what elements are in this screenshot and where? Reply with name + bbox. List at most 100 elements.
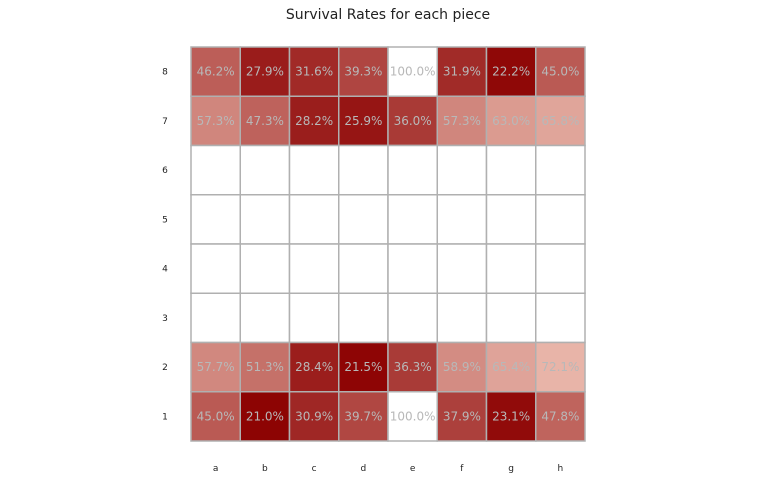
cell-value-label: 46.2% xyxy=(197,65,235,79)
heatmap-cell xyxy=(535,243,586,294)
heatmap-cell xyxy=(535,391,586,442)
y-tick-label: 6 xyxy=(162,166,168,176)
x-tick-label: d xyxy=(361,464,367,474)
heatmap-cell xyxy=(338,144,389,196)
cell-value-label: 57.3% xyxy=(197,114,235,128)
heatmap-cell xyxy=(535,341,586,393)
heatmap-cell xyxy=(436,95,488,147)
cell-value-label: 31.9% xyxy=(443,65,481,79)
heatmap-cell xyxy=(485,391,537,442)
x-tick-label: g xyxy=(508,464,514,474)
heatmap-cell xyxy=(190,243,241,294)
heatmap-cell xyxy=(239,292,291,344)
cell-value-label: 28.2% xyxy=(295,114,333,128)
cell-value-label: 39.3% xyxy=(344,65,382,79)
cell-value-label: 100.0% xyxy=(390,409,436,423)
cell-value-label: 36.0% xyxy=(394,114,432,128)
heatmap-cell xyxy=(535,292,586,344)
y-axis-ticks: 8 7 6 5 4 3 2 1 xyxy=(162,68,168,423)
cell-value-label: 51.3% xyxy=(246,360,284,374)
heatmap-cell xyxy=(288,391,340,442)
cell-value-label: 36.3% xyxy=(394,360,432,374)
y-tick-label: 8 xyxy=(162,68,168,78)
heatmap-cell xyxy=(338,341,389,393)
y-tick-label: 2 xyxy=(162,363,168,373)
heatmap-cell xyxy=(338,95,389,147)
heatmap-cell xyxy=(338,292,389,344)
heatmap-cell xyxy=(288,243,340,294)
heatmap-cell xyxy=(436,341,488,393)
cell-value-label: 65.8% xyxy=(541,114,579,128)
y-tick-label: 1 xyxy=(162,412,168,422)
chart-title: Survival Rates for each piece xyxy=(286,7,490,23)
heatmap-cell xyxy=(485,194,537,245)
heatmap-cell xyxy=(190,144,241,196)
heatmap-cell xyxy=(485,144,537,196)
heatmap-cell xyxy=(535,144,586,196)
heatmap-cell xyxy=(387,243,438,294)
heatmap-cell xyxy=(239,243,291,294)
heatmap-cell xyxy=(190,391,241,442)
x-axis-ticks: a b c d e f g h xyxy=(213,464,563,474)
heatmap-cell xyxy=(436,243,488,294)
cell-value-label: 21.0% xyxy=(246,409,284,423)
heatmap-cell xyxy=(535,95,586,147)
heatmap-cell xyxy=(436,144,488,196)
heatmap-cell xyxy=(288,292,340,344)
heatmap-cell xyxy=(338,391,389,442)
heatmap-cell xyxy=(387,144,438,196)
heatmap-cell xyxy=(387,194,438,245)
cell-value-label: 22.2% xyxy=(492,65,530,79)
heatmap-cells: 46.2% 27.9% 31.6% 39.3% 100.0% 31.9% 22.2% 45.0… xyxy=(190,46,586,442)
heatmap-cell xyxy=(485,243,537,294)
x-tick-label: a xyxy=(213,464,219,474)
heatmap-cell xyxy=(338,243,389,294)
cell-value-label: 31.6% xyxy=(295,65,333,79)
y-tick-label: 3 xyxy=(162,314,168,324)
cell-value-label: 27.9% xyxy=(246,65,284,79)
heatmap-cell xyxy=(387,391,438,442)
cell-value-label: 45.0% xyxy=(197,409,235,423)
heatmap-cell xyxy=(338,194,389,245)
heatmap-cell xyxy=(387,292,438,344)
heatmap-cell xyxy=(436,46,488,97)
cell-value-label: 57.7% xyxy=(197,360,235,374)
heatmap-cell xyxy=(190,46,241,97)
heatmap-cell xyxy=(288,144,340,196)
y-tick-label: 7 xyxy=(162,117,168,127)
heatmap-cell xyxy=(239,194,291,245)
heatmap-cell xyxy=(485,341,537,393)
heatmap-cell xyxy=(190,341,241,393)
cell-value-label: 47.8% xyxy=(541,409,579,423)
heatmap-cell xyxy=(288,341,340,393)
cell-value-label: 30.9% xyxy=(295,409,333,423)
x-tick-label: b xyxy=(262,464,268,474)
heatmap-cell xyxy=(288,194,340,245)
x-tick-label: c xyxy=(312,464,317,474)
heatmap-cell xyxy=(239,95,291,147)
heatmap-cell xyxy=(387,341,438,393)
cell-value-label: 58.9% xyxy=(443,360,481,374)
heatmap-cell xyxy=(239,144,291,196)
cell-value-label: 28.4% xyxy=(295,360,333,374)
cell-value-label: 63.0% xyxy=(492,114,530,128)
heatmap-cell xyxy=(190,194,241,245)
heatmap-cell xyxy=(436,194,488,245)
cell-value-label: 25.9% xyxy=(344,114,382,128)
cell-value-label: 23.1% xyxy=(492,409,530,423)
cell-value-label: 39.7% xyxy=(344,409,382,423)
heatmap-cell xyxy=(535,46,586,97)
heatmap-cell xyxy=(239,46,291,97)
cell-value-label: 100.0% xyxy=(390,65,436,79)
heatmap-cell xyxy=(485,292,537,344)
cell-value-label: 45.0% xyxy=(541,65,579,79)
cell-value-label: 21.5% xyxy=(344,360,382,374)
cell-value-label: 37.9% xyxy=(443,409,481,423)
heatmap-cell xyxy=(436,292,488,344)
x-tick-label: h xyxy=(558,464,564,474)
heatmap-cell xyxy=(190,292,241,344)
cell-value-label: 72.1% xyxy=(541,360,579,374)
x-tick-label: f xyxy=(460,464,464,474)
cell-value-label: 65.4% xyxy=(492,360,530,374)
